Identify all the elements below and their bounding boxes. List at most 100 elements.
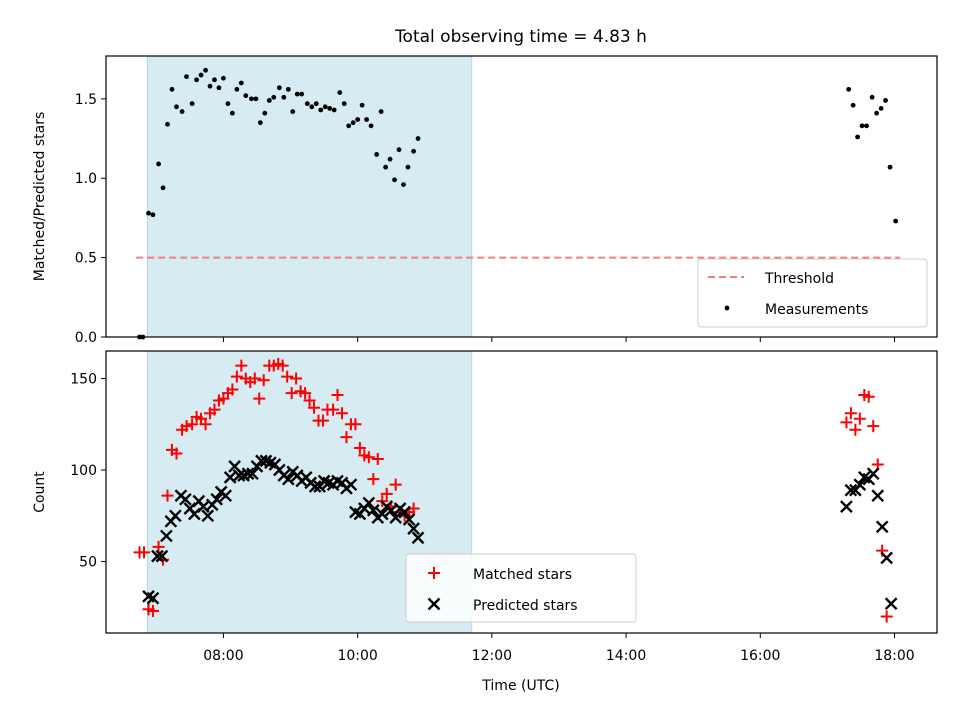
data-point [415, 136, 421, 141]
data-point [221, 75, 226, 81]
data-point [327, 105, 333, 111]
data-point [230, 370, 243, 383]
data-point [229, 110, 235, 116]
data-point [203, 67, 208, 73]
bottom-panel-count-plot: 50 100 150 08:00 10:00 12:00 14:00 16:00 18:00 Co… [32, 350, 938, 664]
data-point [375, 507, 389, 521]
data-point [285, 86, 291, 92]
y-tick-label: 150 [70, 371, 97, 387]
y-axis-label: Count [32, 471, 48, 513]
data-point [253, 392, 266, 405]
data-point [883, 98, 888, 103]
y-tick-label: 100 [70, 463, 97, 479]
data-point [156, 161, 161, 167]
data-point [281, 370, 294, 383]
data-point [405, 164, 411, 170]
data-point [262, 110, 268, 116]
data-point [290, 372, 303, 385]
data-point [257, 120, 263, 126]
data-point [219, 489, 233, 503]
data-point [299, 387, 312, 400]
data-point [304, 101, 310, 107]
legend-predicted-label: Predicted stars [473, 598, 578, 614]
data-point [398, 505, 411, 519]
data-point [862, 390, 875, 403]
data-point [849, 423, 862, 436]
data-point [411, 531, 425, 545]
data-point [389, 511, 403, 524]
data-point [880, 610, 893, 623]
data-point [389, 478, 402, 491]
data-point [253, 96, 259, 102]
data-point [165, 121, 170, 127]
data-point [402, 513, 416, 526]
legend-measurements-label: Measurements [765, 302, 868, 318]
data-point [869, 94, 875, 100]
data-point [378, 109, 384, 114]
data-point [248, 96, 254, 102]
data-point [371, 453, 384, 466]
data-point [294, 91, 300, 97]
data-point [853, 412, 866, 425]
y-tick-label: 1.5 [75, 92, 97, 108]
data-point [207, 83, 213, 89]
data-point [243, 93, 249, 99]
data-point [194, 77, 199, 83]
data-point [884, 597, 898, 611]
data-point [407, 522, 420, 535]
data-point [152, 540, 165, 553]
data-point [189, 101, 195, 107]
data-point [160, 529, 173, 543]
legend-measurements-swatch [724, 305, 730, 311]
data-point [340, 431, 353, 444]
data-point [864, 123, 869, 129]
data-point [309, 104, 315, 110]
data-point [337, 90, 343, 95]
data-point [184, 74, 189, 80]
data-point [344, 478, 358, 492]
data-point [266, 98, 272, 103]
data-point [248, 372, 261, 385]
data-point [316, 414, 329, 427]
axes-frame [105, 55, 938, 338]
data-point [225, 101, 231, 107]
data-point [871, 489, 885, 503]
data-point [281, 94, 287, 100]
data-point [840, 416, 853, 429]
data-point [341, 101, 347, 107]
data-point [364, 117, 369, 122]
data-point [271, 94, 277, 100]
data-point [285, 387, 298, 400]
data-point [303, 394, 316, 407]
data-point [308, 480, 322, 493]
data-point [392, 177, 397, 183]
data-point [276, 359, 289, 372]
data-point [359, 102, 365, 108]
data-point [199, 418, 212, 431]
data-point [349, 418, 362, 431]
data-point [208, 403, 221, 416]
data-point [411, 148, 416, 154]
legend-matched-label: Matched stars [473, 567, 572, 583]
data-point [257, 374, 270, 387]
legend-matched-swatch [428, 567, 440, 579]
data-point [401, 182, 406, 187]
data-point [246, 467, 259, 481]
data-point [201, 509, 215, 523]
data-point [180, 420, 193, 433]
y-tick-label: 50 [79, 555, 97, 571]
data-point [174, 104, 179, 110]
axes-frame [105, 350, 938, 634]
data-point [893, 218, 899, 224]
data-point [151, 549, 164, 563]
data-point [169, 86, 175, 92]
data-point [138, 546, 151, 559]
data-point [844, 483, 858, 497]
y-axis-label: Matched/Predicted stars [32, 112, 48, 282]
data-point [878, 105, 884, 111]
data-point [179, 109, 185, 114]
data-point [362, 451, 375, 464]
data-point [855, 134, 860, 140]
data-point [846, 86, 852, 92]
top-panel-ratio-plot: 0.0 0.5 1.0 1.5 Matched/Predicted stars Thres… [32, 55, 938, 346]
